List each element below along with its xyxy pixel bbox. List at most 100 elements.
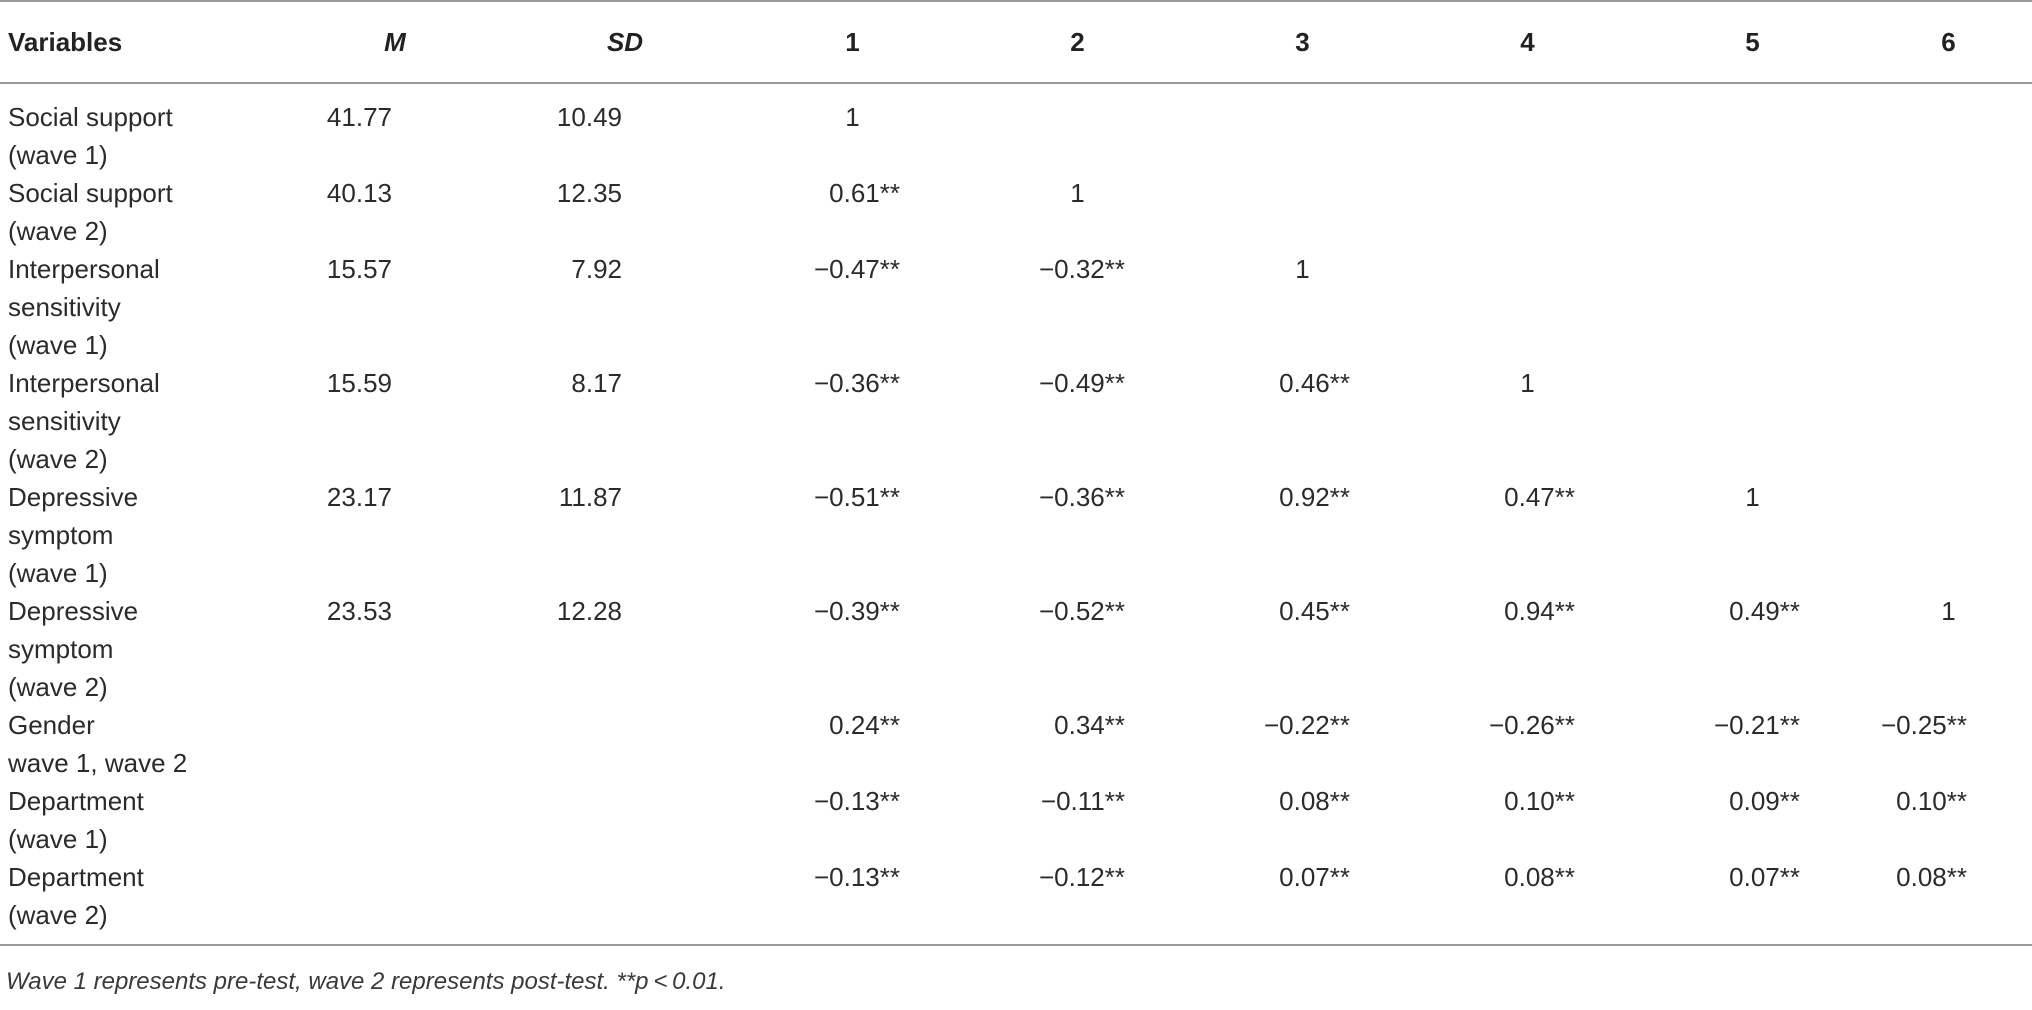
header-col-1: 1 bbox=[845, 27, 860, 57]
correlation-cell-2: −0.52** bbox=[1038, 596, 1125, 626]
correlation-cell-5 bbox=[1640, 174, 1865, 250]
correlation-cell-2: −0.12** bbox=[1038, 862, 1125, 892]
variable-label-line: Department bbox=[8, 862, 144, 892]
correlation-cell-4 bbox=[1415, 174, 1640, 250]
variable-label: Department (wave 2) bbox=[0, 858, 280, 945]
correlation-cell-1: −0.13** bbox=[813, 786, 900, 816]
table-header: Variables M SD 1 2 3 4 5 6 bbox=[0, 1, 2032, 83]
mean-cell: 40.13 bbox=[326, 178, 392, 208]
correlation-cell-6: −0.25** bbox=[1880, 710, 1967, 740]
correlation-cell-6: 0.10** bbox=[1896, 786, 1967, 816]
correlation-cell-2: −0.11** bbox=[1040, 786, 1125, 816]
mean-cell: 23.53 bbox=[326, 596, 392, 626]
correlation-cell-6 bbox=[1865, 174, 2032, 250]
variable-label: Department (wave 1) bbox=[0, 782, 280, 858]
correlation-cell-6: 0.08** bbox=[1896, 862, 1967, 892]
header-col-4: 4 bbox=[1520, 27, 1535, 57]
variable-label-line: Interpersonal bbox=[8, 254, 160, 284]
variable-label-line: Department bbox=[8, 786, 144, 816]
correlation-cell-4: 0.47** bbox=[1504, 482, 1575, 512]
correlation-table-container: Variables M SD 1 2 3 4 5 6 Social suppor… bbox=[0, 1, 2032, 945]
correlation-cell-3: 0.46** bbox=[1279, 368, 1350, 398]
correlation-cell-3: −0.22** bbox=[1263, 710, 1350, 740]
correlation-cell-5: −0.21** bbox=[1713, 710, 1800, 740]
variable-label: Depressive symptom (wave 2) bbox=[0, 592, 280, 706]
correlation-cell-2: 1 bbox=[1070, 178, 1085, 208]
correlation-cell-1: −0.36** bbox=[813, 368, 900, 398]
correlation-table: Variables M SD 1 2 3 4 5 6 Social suppor… bbox=[0, 1, 2032, 945]
header-col-6: 6 bbox=[1941, 27, 1956, 57]
header-variables: Variables bbox=[8, 27, 123, 57]
correlation-cell-1: −0.13** bbox=[813, 862, 900, 892]
correlation-cell-2: −0.36** bbox=[1038, 482, 1125, 512]
mean-cell: 41.77 bbox=[326, 102, 392, 132]
variable-label-line: (wave 1) bbox=[8, 558, 108, 588]
header-row: Variables M SD 1 2 3 4 5 6 bbox=[0, 1, 2032, 83]
header-col-3: 3 bbox=[1295, 27, 1310, 57]
header-col-2: 2 bbox=[1070, 27, 1085, 57]
correlation-cell-3: 0.07** bbox=[1279, 862, 1350, 892]
variable-label-line: sensitivity bbox=[8, 406, 121, 436]
mean-cell: 23.17 bbox=[326, 482, 392, 512]
correlation-cell-4: −0.26** bbox=[1488, 710, 1575, 740]
table-row: Depressive symptom (wave 2) 23.53 12.28 −0.39… bbox=[0, 592, 2032, 706]
correlation-cell-5 bbox=[1640, 250, 1865, 364]
correlation-cell-2: −0.32** bbox=[1038, 254, 1125, 284]
table-row: Depressive symptom (wave 1) 23.17 11.87 −0.51… bbox=[0, 478, 2032, 592]
sd-cell: 12.35 bbox=[556, 178, 622, 208]
correlation-cell-1: −0.47** bbox=[813, 254, 900, 284]
correlation-cell-5: 0.49** bbox=[1729, 596, 1800, 626]
variable-label-line: wave 1, wave 2 bbox=[8, 748, 188, 778]
table-row: Social support (wave 2) 40.13 12.35 0.61** 1 bbox=[0, 174, 2032, 250]
correlation-cell-6 bbox=[1865, 250, 2032, 364]
variable-label: Interpersonal sensitivity (wave 1) bbox=[0, 250, 280, 364]
table-row: Department (wave 1) −0.13** −0.11** 0.08** 0.… bbox=[0, 782, 2032, 858]
correlation-cell-1: 0.61** bbox=[829, 178, 900, 208]
table-row: Interpersonal sensitivity (wave 2) 15.59 8.1… bbox=[0, 364, 2032, 478]
correlation-cell-5: 0.09** bbox=[1729, 786, 1800, 816]
correlation-cell-3: 1 bbox=[1295, 254, 1310, 284]
variable-label-line: (wave 2) bbox=[8, 444, 108, 474]
table-body: Social support (wave 1) 41.77 10.49 1 Social … bbox=[0, 83, 2032, 945]
mean-cell: 15.59 bbox=[326, 368, 392, 398]
variable-label-line: (wave 2) bbox=[8, 672, 108, 702]
variable-label: Social support (wave 2) bbox=[0, 174, 280, 250]
table-row: Interpersonal sensitivity (wave 1) 15.57 7.9… bbox=[0, 250, 2032, 364]
correlation-cell-6 bbox=[1865, 83, 2032, 174]
variable-label-line: (wave 2) bbox=[8, 900, 108, 930]
correlation-cell-5 bbox=[1640, 83, 1865, 174]
correlation-cell-3 bbox=[1190, 174, 1415, 250]
variable-label-line: Gender bbox=[8, 710, 95, 740]
sd-cell bbox=[510, 858, 740, 945]
variable-label-line: Interpersonal bbox=[8, 368, 160, 398]
correlation-cell-3 bbox=[1190, 83, 1415, 174]
correlation-cell-5 bbox=[1640, 364, 1865, 478]
variable-label-line: symptom bbox=[8, 634, 114, 664]
table-row: Department (wave 2) −0.13** −0.12** 0.07** 0.… bbox=[0, 858, 2032, 945]
correlation-cell-2 bbox=[965, 83, 1190, 174]
variable-label-line: Social support bbox=[8, 178, 173, 208]
mean-cell bbox=[280, 782, 510, 858]
correlation-cell-4: 1 bbox=[1520, 368, 1535, 398]
sd-cell bbox=[510, 782, 740, 858]
sd-cell: 8.17 bbox=[571, 368, 622, 398]
variable-label-line: Social support bbox=[8, 102, 173, 132]
correlation-cell-3: 0.92** bbox=[1279, 482, 1350, 512]
variable-label-line: (wave 2) bbox=[8, 216, 108, 246]
variable-label: Gender wave 1, wave 2 bbox=[0, 706, 280, 782]
correlation-cell-2: −0.49** bbox=[1038, 368, 1125, 398]
correlation-cell-4: 0.10** bbox=[1504, 786, 1575, 816]
correlation-cell-1: −0.39** bbox=[813, 596, 900, 626]
correlation-cell-1: 1 bbox=[845, 102, 860, 132]
correlation-cell-1: −0.51** bbox=[813, 482, 900, 512]
variable-label-line: (wave 1) bbox=[8, 330, 108, 360]
correlation-cell-6 bbox=[1865, 364, 2032, 478]
correlation-cell-6 bbox=[1865, 478, 2032, 592]
correlation-cell-5: 0.07** bbox=[1729, 862, 1800, 892]
variable-label-line: symptom bbox=[8, 520, 114, 550]
sd-cell: 11.87 bbox=[558, 482, 622, 512]
variable-label-line: sensitivity bbox=[8, 292, 121, 322]
correlation-cell-4: 0.94** bbox=[1504, 596, 1575, 626]
variable-label-line: (wave 1) bbox=[8, 824, 108, 854]
header-sd: SD bbox=[606, 27, 644, 57]
